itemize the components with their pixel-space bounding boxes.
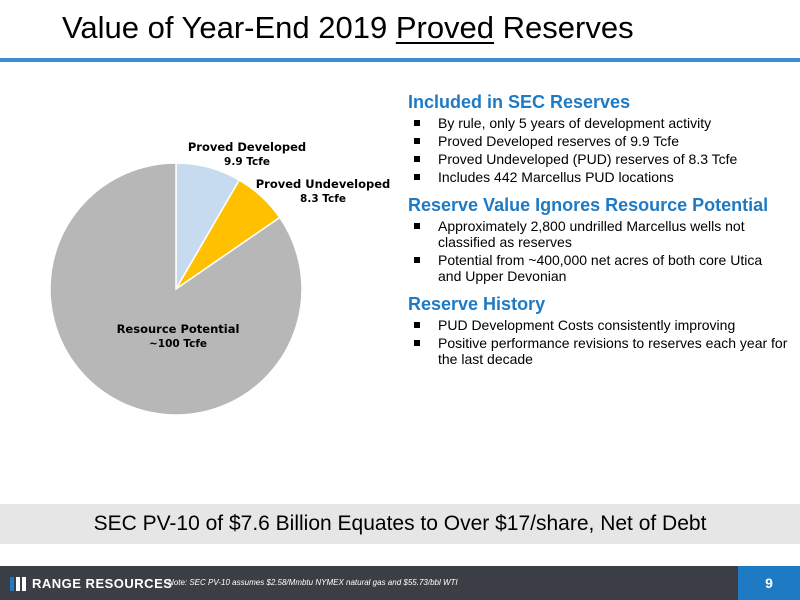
list-item: Approximately 2,800 undrilled Marcellus … (408, 218, 788, 250)
page-title: Value of Year-End 2019 Proved Reserves (62, 10, 634, 46)
section-heading-reserve-history: Reserve History (408, 294, 546, 314)
list-item: Proved Undeveloped (PUD) reserves of 8.3… (408, 151, 788, 167)
title-part-1: Value of Year-End 2019 (62, 10, 396, 45)
info-panel: Included in SEC Reserves By rule, only 5… (408, 92, 788, 377)
title-rule (0, 58, 800, 62)
slice-label-proved-developed: Proved Developed (188, 140, 306, 154)
list-item: By rule, only 5 years of development act… (408, 115, 788, 131)
section-list-reserve-history: PUD Development Costs consistently impro… (408, 317, 788, 367)
footnote: Note: SEC PV-10 assumes $2.58/Mmbtu NYME… (168, 578, 458, 587)
list-item: Positive performance revisions to reserv… (408, 335, 788, 367)
company-logo: RANGE RESOURCES (10, 576, 172, 591)
page-number: 9 (738, 566, 800, 600)
slice-value-proved-undeveloped: 8.3 Tcfe (300, 193, 346, 205)
range-logo-icon (10, 576, 26, 591)
slice-label-resource-potential: Resource Potential (117, 322, 240, 336)
list-item: PUD Development Costs consistently impro… (408, 317, 788, 333)
section-list-sec-reserves: By rule, only 5 years of development act… (408, 115, 788, 185)
list-item: Potential from ~400,000 net acres of bot… (408, 252, 788, 284)
footer-bar: RANGE RESOURCES Note: SEC PV-10 assumes … (0, 566, 800, 600)
section-list-resource-potential: Approximately 2,800 undrilled Marcellus … (408, 218, 788, 284)
callout-banner: SEC PV-10 of $7.6 Billion Equates to Ove… (0, 504, 800, 544)
pie-slice-resource-potential (49, 162, 303, 416)
pie-chart: Proved Developed 9.9 Tcfe Proved Undevelop… (49, 140, 391, 416)
list-item: Proved Developed reserves of 9.9 Tcfe (408, 133, 788, 149)
list-item: Includes 442 Marcellus PUD locations (408, 169, 788, 185)
section-heading-sec-reserves: Included in SEC Reserves (408, 92, 631, 112)
logo-text: RANGE RESOURCES (32, 576, 173, 591)
title-part-2: Reserves (494, 10, 634, 45)
slice-value-proved-developed: 9.9 Tcfe (224, 156, 270, 168)
slice-label-proved-undeveloped: Proved Undeveloped (256, 177, 391, 191)
title-underlined-word: Proved (395, 10, 495, 45)
slice-value-resource-potential: ~100 Tcfe (149, 338, 207, 350)
section-heading-resource-potential: Reserve Value Ignores Resource Potential (408, 195, 769, 215)
